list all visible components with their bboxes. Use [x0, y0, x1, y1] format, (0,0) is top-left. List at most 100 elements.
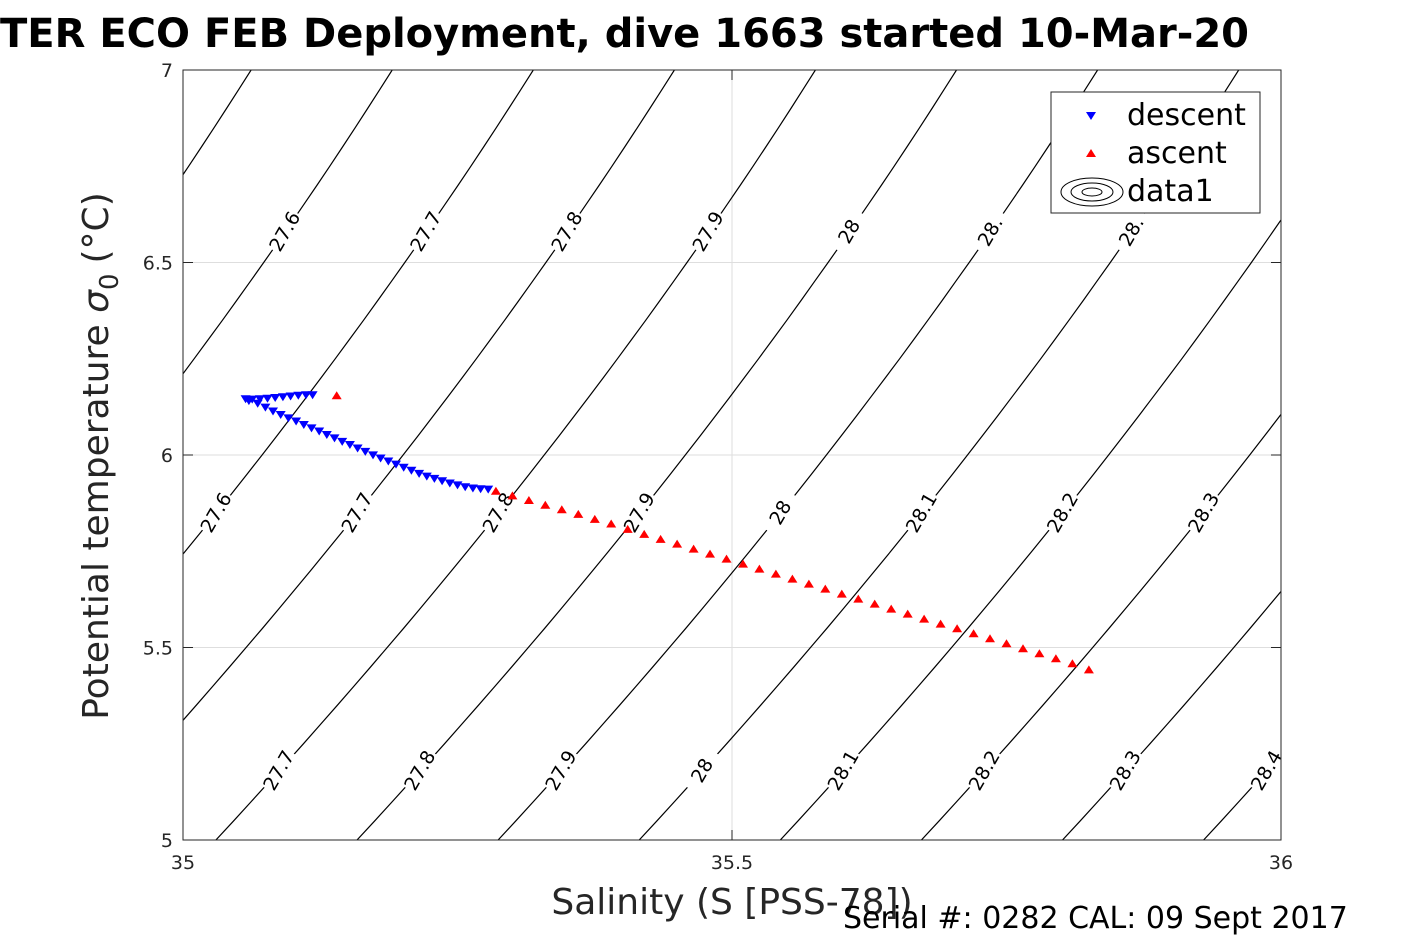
- descent-point: [383, 457, 394, 466]
- contour-label: 27.7: [257, 745, 299, 795]
- descent-point: [344, 441, 355, 449]
- ascent-point: [655, 534, 666, 543]
- isopycnal-line: [1062, 590, 1281, 840]
- descent-point: [406, 466, 417, 475]
- descent-point: [421, 472, 432, 481]
- contour-label-bg: [828, 206, 870, 256]
- descent-point: [452, 481, 463, 490]
- descent-point: [268, 407, 278, 416]
- legend-descent-label: descent: [1127, 98, 1246, 133]
- ascent-point: [935, 619, 946, 628]
- ascent-point: [1001, 639, 1012, 648]
- contour-label-bg: [1182, 487, 1224, 537]
- ascent-point: [738, 559, 748, 568]
- descent-point: [460, 483, 471, 492]
- isopycnal-line: [183, 70, 534, 556]
- ascent-point: [770, 569, 781, 578]
- descent-point: [277, 393, 288, 402]
- serial-calibration-text: Serial #: 0282 CAL: 09 Sept 2017: [843, 901, 1348, 936]
- ascent-point: [507, 491, 518, 500]
- legend-data1-label: data1: [1127, 174, 1214, 209]
- contour-label-bg: [681, 745, 723, 795]
- ascent-point: [490, 486, 501, 495]
- chart-title: TER ECO FEB Deployment, dive 1663 starte…: [0, 11, 1249, 57]
- contour-label-bg: [759, 487, 801, 537]
- contour-label-bg: [1245, 745, 1287, 795]
- ascent-point: [968, 629, 979, 638]
- data-markers: [240, 391, 1094, 674]
- y-tick-label: 5: [161, 830, 173, 852]
- legend-ascent-label: ascent: [1127, 136, 1227, 171]
- descent-point: [375, 454, 386, 463]
- y-label-unit: (°C): [76, 192, 117, 263]
- ascent-point: [853, 594, 864, 603]
- ascent-point: [869, 599, 880, 608]
- descent-point: [483, 485, 494, 494]
- ascent-point: [331, 391, 342, 400]
- descent-point: [337, 437, 348, 446]
- contour-label-bg: [195, 487, 237, 537]
- y-tick-label: 7: [161, 60, 173, 82]
- ascent-point: [836, 589, 847, 598]
- descent-point: [360, 447, 371, 456]
- legend-box: [1050, 91, 1261, 214]
- ascent-point: [1018, 644, 1028, 653]
- descent-point: [262, 394, 273, 403]
- descent-point: [291, 417, 302, 426]
- descent-point: [270, 394, 281, 402]
- descent-point: [329, 434, 340, 443]
- descent-point: [285, 392, 296, 401]
- contour-label-bg: [1110, 206, 1152, 256]
- contour-label: 28.: [1110, 206, 1152, 256]
- ascent-point: [1034, 649, 1045, 658]
- contour-label-bg: [336, 487, 378, 537]
- contour-label-bg: [900, 487, 942, 537]
- contour-label-bg: [263, 206, 305, 256]
- contour-label-bg: [618, 487, 660, 537]
- ascent-point: [886, 604, 897, 613]
- density-contours: [183, 70, 1417, 840]
- ascent-point: [705, 549, 715, 558]
- legend-ascent-marker: [1086, 149, 1096, 157]
- descent-point: [429, 474, 440, 483]
- descent-point: [260, 403, 271, 412]
- ascent-point: [672, 539, 683, 548]
- contour-label-bg: [963, 745, 1005, 795]
- descent-point: [243, 397, 254, 406]
- descent-point: [414, 469, 425, 478]
- ascent-point: [754, 564, 765, 573]
- ascent-point: [606, 519, 617, 528]
- ascent-point: [820, 584, 831, 593]
- isopycnal-line: [183, 70, 393, 375]
- descent-point: [307, 391, 318, 400]
- ascent-point: [589, 514, 600, 523]
- x-tick-label: 35.5: [711, 852, 753, 874]
- descent-point: [437, 477, 448, 486]
- contour-label-bg: [477, 487, 519, 537]
- isopycnal-line: [779, 218, 1281, 840]
- descent-point: [283, 414, 294, 423]
- descent-point: [368, 451, 378, 460]
- ascent-point: [639, 529, 650, 538]
- isopycnal-line: [356, 70, 958, 840]
- descent-point: [467, 484, 478, 493]
- descent-point: [314, 427, 325, 436]
- contour-label-bg: [687, 206, 729, 256]
- ascent-point: [803, 579, 814, 588]
- y-tick-label: 6: [161, 445, 173, 467]
- contour-label-bg: [540, 745, 582, 795]
- x-tick-label: 36: [1269, 852, 1293, 874]
- descent-point: [275, 411, 286, 419]
- contour-label-bg: [404, 206, 446, 256]
- legend: descent ascent data1: [1050, 91, 1261, 214]
- ascent-point: [523, 496, 534, 504]
- axis-ticks: 35 35.5 36 5 5.5 6 6.5 7: [143, 60, 1293, 874]
- isopycnal-line: [1345, 70, 1417, 840]
- ascent-point: [556, 505, 567, 514]
- ascent-point: [540, 500, 551, 509]
- isopycnal-line: [215, 70, 816, 840]
- y-axis-label: Potential temperature σ0 (°C): [76, 192, 125, 720]
- contour-label-bg: [546, 206, 588, 256]
- contour-label-bg: [398, 745, 440, 795]
- contour-label-bg: [822, 745, 864, 795]
